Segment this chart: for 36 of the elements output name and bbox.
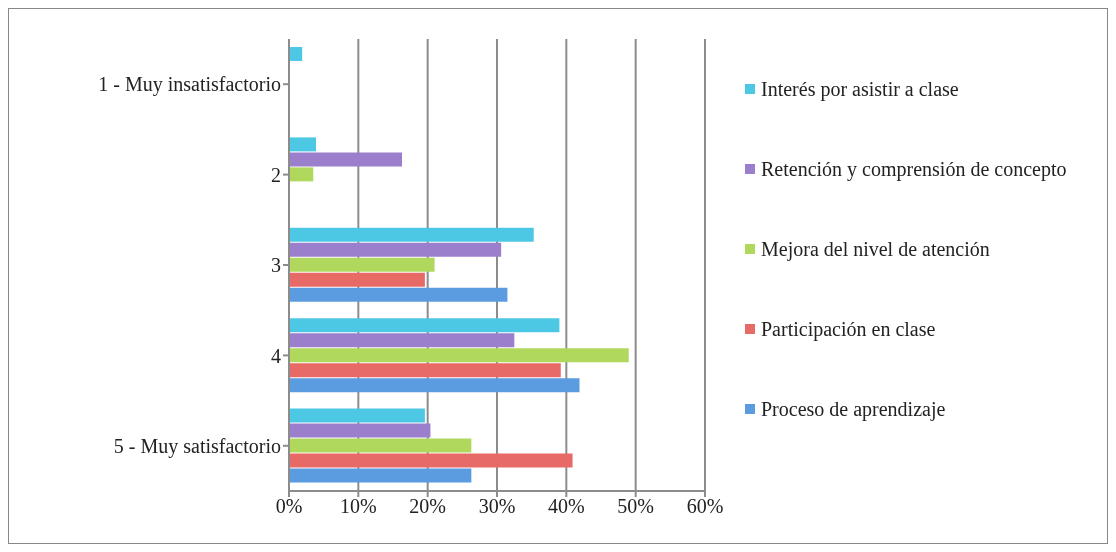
x-tick-label: 20% <box>409 495 446 518</box>
legend-label: Retención y comprensión de concepto <box>761 157 1067 183</box>
x-tick-label: 60% <box>686 495 724 518</box>
bar <box>289 453 573 468</box>
bar <box>289 363 561 378</box>
bar <box>289 378 580 393</box>
bar <box>289 333 515 348</box>
bar <box>289 242 502 257</box>
bar <box>289 438 472 453</box>
legend-label: Participación en clase <box>761 317 936 343</box>
bar <box>289 408 425 423</box>
legend-label: Mejora del nivel de atención <box>761 237 990 263</box>
bar <box>289 47 303 61</box>
bar <box>289 468 472 483</box>
x-tick-label: 10% <box>340 495 377 518</box>
y-tick-label: 2 <box>271 163 281 186</box>
bar <box>289 137 317 152</box>
bar <box>289 257 435 272</box>
bar <box>289 167 314 182</box>
x-tick-label: 30% <box>478 495 516 518</box>
x-tick-label: 0% <box>275 495 303 518</box>
bar <box>289 152 403 167</box>
y-tick-label: 3 <box>271 254 281 277</box>
x-tick-label: 50% <box>617 495 654 518</box>
bar <box>289 227 534 242</box>
x-tick-label: 40% <box>548 495 585 518</box>
y-tick-label: 1 - Muy insatisfactorio <box>98 73 281 97</box>
legend-label: Proceso de aprendizaje <box>761 397 946 423</box>
bar <box>289 318 560 333</box>
y-tick-label: 5 - Muy satisfactorio <box>113 434 281 458</box>
bar <box>289 348 629 363</box>
legend-label: Interés por asistir a clase <box>761 77 959 103</box>
bar <box>289 287 508 302</box>
bar <box>289 272 425 287</box>
y-tick-label: 4 <box>271 344 281 367</box>
bar <box>289 423 431 438</box>
